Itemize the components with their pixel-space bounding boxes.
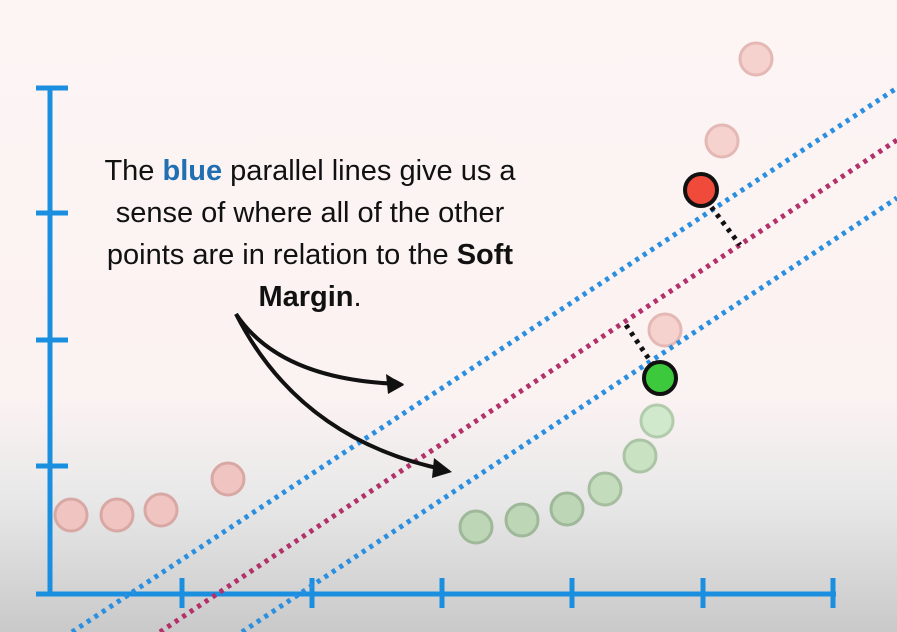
data-point-green (622, 438, 658, 474)
data-point-green (639, 403, 675, 439)
caption-part3: . (353, 281, 362, 313)
data-point-red (210, 461, 246, 497)
faded-green-points (458, 403, 675, 545)
data-point-green (549, 491, 585, 527)
upper-margin-line (70, 85, 897, 632)
caption-part2: parallel lines give us a sense of where … (106, 155, 516, 271)
data-point-green (504, 502, 540, 538)
distance-indicators (623, 198, 742, 370)
margin-lines (70, 85, 897, 632)
arrows (234, 312, 452, 478)
highlighted-green-point (642, 360, 678, 396)
data-point-red (704, 123, 740, 159)
data-point-red (647, 312, 683, 348)
data-point-red (738, 41, 774, 77)
caption-blue-word: blue (162, 155, 223, 187)
data-point-green (587, 471, 623, 507)
caption-bold-phrase: Soft Margin (258, 239, 514, 313)
faded-red-points (53, 41, 774, 533)
data-point-red (53, 497, 89, 533)
arrow-head (432, 458, 452, 478)
caption-text: The blue parallel lines give us a sense … (80, 150, 540, 318)
arrow-icon (234, 312, 404, 389)
caption-part1: The (104, 155, 163, 187)
arrow-icon (234, 313, 450, 474)
arrow-head (386, 374, 404, 394)
highlighted-red-point (683, 172, 719, 208)
axes (36, 85, 836, 608)
soft-margin-center-line (158, 137, 897, 632)
data-point-red (143, 492, 179, 528)
red-point-distance-line (704, 198, 742, 247)
data-point-red (99, 497, 135, 533)
data-point-green (458, 509, 494, 545)
